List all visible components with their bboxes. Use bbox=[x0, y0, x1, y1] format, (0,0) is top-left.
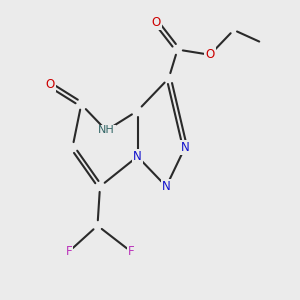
Text: F: F bbox=[128, 245, 135, 258]
Text: O: O bbox=[45, 78, 55, 91]
Text: NH: NH bbox=[98, 125, 115, 135]
Text: O: O bbox=[152, 16, 161, 29]
Text: N: N bbox=[133, 150, 142, 163]
Text: N: N bbox=[162, 180, 171, 193]
Text: N: N bbox=[181, 141, 189, 154]
Text: O: O bbox=[206, 48, 214, 61]
Text: F: F bbox=[65, 245, 72, 258]
